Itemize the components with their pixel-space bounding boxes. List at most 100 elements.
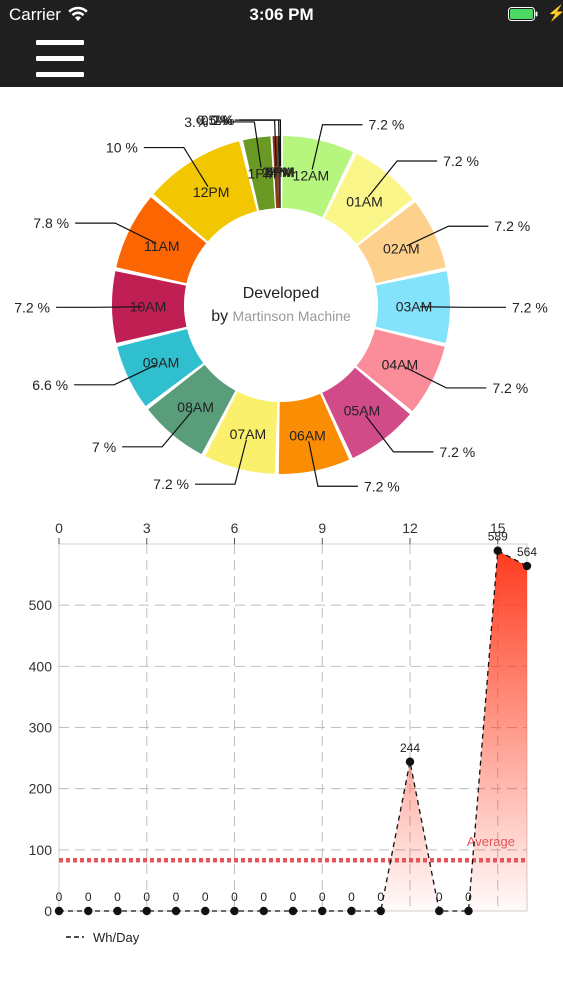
donut-slice-03am: [375, 271, 450, 343]
x-tick-label: 6: [231, 520, 239, 536]
leader-line: [143, 146, 209, 188]
donut-center-subtitle: by Martinson Machine: [211, 308, 351, 325]
data-point-label: 0: [377, 890, 384, 904]
donut-slice-10am: [112, 271, 187, 343]
data-point-label: 0: [290, 890, 297, 904]
donut-slice-08am: [148, 364, 236, 455]
data-point: [230, 906, 239, 916]
leader-line: [419, 306, 506, 308]
data-point-label: 0: [348, 890, 355, 904]
data-point-label: 0: [143, 890, 150, 904]
menu-line-icon: [36, 72, 84, 77]
leader-line: [194, 439, 248, 485]
donut-center-title: Developed: [243, 285, 320, 302]
data-point-label: 0: [85, 890, 92, 904]
slice-label: 04AM: [382, 357, 419, 373]
x-tick-label: 3: [143, 520, 151, 536]
slice-percent-label: 7.2 %: [443, 153, 479, 169]
slice-percent-label: 3.%: [184, 114, 208, 130]
leader-line: [240, 119, 282, 167]
leader-line: [404, 366, 487, 389]
y-tick-label: 100: [29, 842, 53, 858]
data-point-label: 0: [202, 890, 209, 904]
clock-time: 3:06 PM: [249, 5, 314, 24]
donut-slice-12pm: [153, 141, 257, 242]
leader-line: [75, 222, 157, 244]
donut-center-by: by: [211, 308, 232, 325]
charging-bolt-icon: ⚡: [547, 5, 563, 22]
donut-slice-3pm: [277, 136, 281, 209]
slice-percent-label: 0.5%: [197, 112, 229, 128]
data-point: [288, 906, 298, 916]
x-tick-label: 0: [55, 520, 63, 536]
slice-percent-label: 7.2 %: [364, 478, 400, 494]
data-point: [464, 906, 473, 916]
y-tick-label: 300: [29, 720, 53, 736]
data-point: [54, 906, 64, 916]
data-point: [259, 906, 268, 916]
battery-full-icon: [508, 7, 538, 21]
slice-percent-label: 6.6 %: [32, 377, 68, 393]
donut-slice-01am: [324, 153, 413, 245]
leader-line: [122, 411, 193, 448]
donut-slice-02am: [357, 202, 446, 284]
donut-slice-04am: [356, 329, 445, 412]
slice-percent-label: 7.2 %: [14, 299, 50, 315]
slice-percent-label: 7 %: [92, 439, 116, 455]
slice-percent-label: 7.2 %: [492, 380, 528, 396]
donut-slice-2pm: [272, 136, 280, 209]
data-point-label: 244: [400, 741, 420, 755]
navigation-bar: [0, 30, 563, 87]
hamburger-menu-button[interactable]: [36, 38, 84, 78]
slice-percent-label: 7.2 %: [512, 299, 548, 315]
slice-label: 07AM: [230, 426, 267, 442]
data-point: [113, 906, 122, 916]
data-point: [347, 906, 356, 916]
y-tick-label: 0: [44, 903, 52, 919]
data-point: [171, 906, 181, 916]
data-point-label: 0: [436, 890, 443, 904]
donut-chart: 12AM 7.2 % 01AM 7.2 % 02AM 7.2 % 03AM 7.2 % 04AM…: [14, 112, 548, 494]
data-point: [376, 906, 385, 916]
x-tick-label: 15: [490, 520, 506, 536]
menu-line-icon: [36, 56, 84, 61]
donut-slice-07am: [205, 391, 278, 474]
slice-label: 12PM: [193, 184, 230, 200]
y-tick-label: 500: [29, 597, 53, 613]
data-point-label: 0: [56, 890, 63, 904]
slice-label: 05AM: [344, 403, 381, 419]
slice-label: 11AM: [144, 238, 180, 254]
slice-label: 06AM: [289, 427, 326, 443]
leader-line: [367, 160, 438, 198]
data-point-label: 0: [260, 890, 267, 904]
leader-line: [406, 225, 489, 247]
slice-label: 02AM: [383, 240, 420, 256]
donut-slice-09am: [117, 329, 204, 407]
donut-slice-06am: [278, 393, 350, 474]
slice-label: 09AM: [143, 354, 180, 370]
leader-line: [214, 121, 262, 168]
slice-label: 2PM: [262, 164, 291, 180]
slice-percent-label: 7.2 %: [153, 476, 189, 492]
data-point-label: 0: [173, 890, 180, 904]
wifi-icon: [68, 6, 88, 21]
x-tick-label: 9: [318, 520, 326, 536]
data-point-label: 564: [517, 545, 537, 559]
donut-slice-11am: [116, 197, 207, 284]
donut-slice-05am: [322, 367, 410, 458]
leader-line: [308, 441, 358, 487]
carrier-label: Carrier: [9, 5, 61, 24]
legend-label: Wh/Day: [93, 930, 140, 945]
data-point: [318, 906, 327, 916]
donut-center-author: Martinson Machine: [233, 308, 351, 324]
donut-slice-1pm: [243, 136, 275, 211]
slice-label: 08AM: [177, 399, 214, 415]
leader-line: [365, 414, 434, 453]
slice-percent-label: 0.%: [210, 112, 234, 128]
data-point: [142, 906, 151, 916]
slice-label: 01AM: [346, 193, 383, 209]
slice-percent-label: 7.8 %: [33, 215, 69, 231]
data-point: [201, 906, 210, 916]
slice-label: 3PM: [265, 164, 294, 180]
leader-line: [74, 364, 156, 386]
